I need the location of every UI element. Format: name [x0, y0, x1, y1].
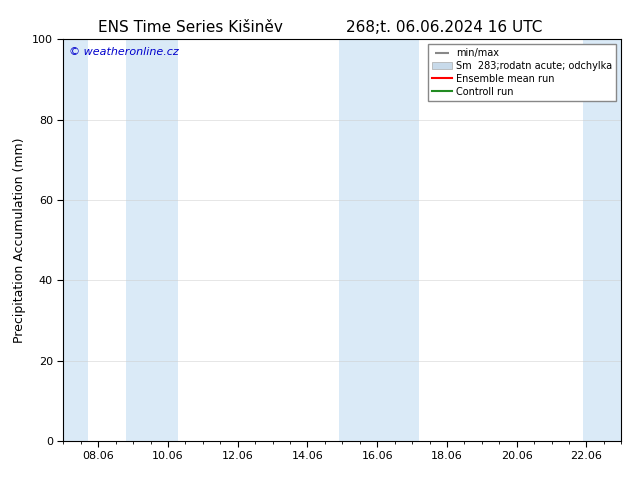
Bar — [377, 39, 419, 441]
Bar — [133, 39, 179, 441]
Text: ENS Time Series Kišiněv: ENS Time Series Kišiněv — [98, 20, 283, 35]
Text: © weatheronline.cz: © weatheronline.cz — [69, 47, 179, 57]
Y-axis label: Precipitation Accumulation (mm): Precipitation Accumulation (mm) — [13, 137, 27, 343]
Bar — [63, 39, 87, 441]
Bar — [339, 39, 377, 441]
Bar — [126, 39, 133, 441]
Text: 268;t. 06.06.2024 16 UTC: 268;t. 06.06.2024 16 UTC — [346, 20, 542, 35]
Legend: min/max, Sm  283;rodatn acute; odchylka, Ensemble mean run, Controll run: min/max, Sm 283;rodatn acute; odchylka, … — [428, 44, 616, 100]
Bar — [583, 39, 621, 441]
